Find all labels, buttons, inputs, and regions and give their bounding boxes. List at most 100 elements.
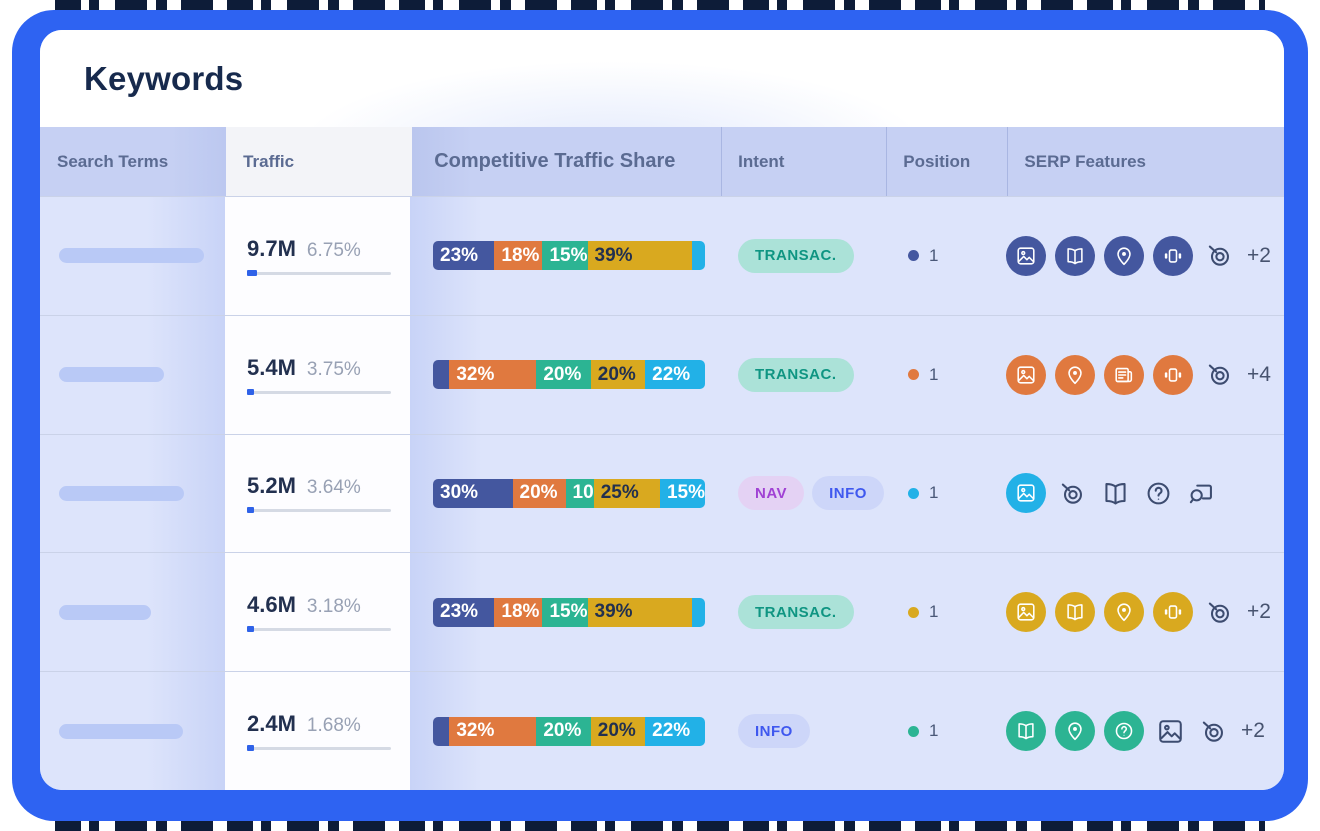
column-header-competitive-traffic-share[interactable]: Competitive Traffic Share [412,127,722,196]
image-icon [1006,354,1046,395]
bar-segment-label: 30% [440,482,479,504]
progress-track [247,271,391,275]
traffic-value: 5.4M [247,354,296,380]
target-spiral-icon [1055,476,1089,510]
position-dot [908,369,919,381]
competitive-traffic-share-cell: 23% 18% 15% 39% [410,553,724,672]
image-icon [1006,235,1046,276]
traffic-cell: 9.7M 6.75% [225,197,410,315]
column-header-search-terms[interactable]: Search Terms [40,127,227,196]
traffic-share-value: 3.64% [306,477,361,499]
bar-segment-green: 20% [536,716,591,746]
stacked-share-bar: 30% 20% 10 25% 15% [433,478,705,508]
bar-segment-yellow: 25% [593,478,660,508]
bar-segment-label: 20% [543,363,582,385]
stacked-share-bar: 23% 18% 15% 39% [433,597,705,627]
bar-segment-label: 32% [456,720,495,742]
traffic-cell: 2.4M 1.68% [225,672,410,790]
table-row-4[interactable]: 4.6M 3.18% 23% 18% 15% 39% TRANSAC. 1 +2 [40,552,1284,672]
bar-segment-navy: 23% [433,597,495,627]
traffic-share-value: 6.75% [306,239,361,261]
bar-segment-label: 15% [549,244,588,266]
progress-fill [247,269,258,276]
bar-segment-green: 15% [542,597,588,627]
column-header-serp-features[interactable]: SERP Features [1007,127,1284,196]
pin-icon [1055,711,1095,752]
progress-track [247,509,391,513]
traffic-progress-bar [247,507,391,514]
table-row-5[interactable]: 2.4M 1.68% 32% 20% 20% 22% INFO 1 +2 [40,671,1284,790]
pin-icon [1104,592,1144,633]
bar-segment-label: 20% [543,720,582,742]
intent-cell: INFO [724,672,886,790]
serp-features-cell: +2 [1000,197,1284,315]
carousel-icon [1153,235,1193,276]
news-icon [1104,354,1144,395]
serp-more-count[interactable]: +2 [1247,243,1271,267]
search-term-placeholder [59,485,184,501]
bar-segment-navy: 30% [433,478,513,508]
traffic-share-value: 1.68% [306,715,361,737]
serp-features-cell [1000,434,1284,553]
intent-cell: NAV INFO [724,434,886,553]
serp-more-count[interactable]: +2 [1247,600,1271,624]
traffic-value: 9.7M [247,235,296,261]
competitive-traffic-share-cell: 23% 18% 15% 39% [410,197,724,315]
serp-more-count[interactable]: +2 [1241,719,1265,743]
traffic-progress-bar [247,269,391,276]
traffic-cell: 4.6M 3.18% [225,553,410,672]
column-header-intent[interactable]: Intent [721,127,887,196]
bar-segment-label: 39% [594,244,633,266]
bar-segment-label: 23% [440,601,479,623]
column-header-traffic[interactable]: Traffic [226,127,413,196]
bar-segment-orange: 20% [512,478,566,508]
intent-badge-transactional: TRANSAC. [738,595,854,630]
competitive-traffic-share-cell: 32% 20% 20% 22% [410,315,724,434]
bar-segment-label: 22% [652,363,691,385]
bar-segment-label: 22% [652,720,691,742]
keywords-card: Keywords Search Terms Traffic Competitiv… [40,30,1284,790]
bar-segment-label: 20% [519,482,558,504]
bar-segment-yellow: 39% [587,597,692,627]
related-search-icon [1184,476,1218,510]
stacked-share-bar: 23% 18% 15% 39% [433,241,705,271]
position-cell: 1 [886,434,1000,553]
search-term-cell [40,315,225,434]
bar-segment-orange: 32% [449,360,537,390]
bar-segment-navy: 23% [433,241,495,271]
bar-segment-yellow: 39% [587,241,692,271]
bar-segment-label: 10 [572,482,594,504]
intent-badge-info: INFO [738,714,810,749]
bar-segment-green: 20% [536,360,591,390]
table-row-1[interactable]: 9.7M 6.75% 23% 18% 15% 39% TRANSAC. 1 +2 [40,196,1284,315]
bar-segment-green: 10 [565,478,594,508]
book-icon [1098,476,1132,510]
table-row-2[interactable]: 5.4M 3.75% 32% 20% 20% 22% TRANSAC. 1 +4 [40,314,1284,434]
bar-segment-navy [433,360,450,390]
target-spiral-icon [1202,358,1236,392]
progress-fill [247,745,254,752]
bar-segment-cyan: 15% [659,478,705,508]
column-header-position[interactable]: Position [886,127,1008,196]
progress-fill [247,388,255,395]
bar-segment-orange: 32% [449,716,537,746]
intent-badge-nav: NAV [738,476,805,511]
book-icon [1055,235,1095,276]
traffic-progress-bar [247,745,391,752]
search-term-cell [40,197,225,315]
progress-track [247,390,391,394]
bar-segment-label: 32% [456,363,495,385]
position-value: 1 [929,721,939,741]
book-icon [1055,592,1095,633]
serp-more-count[interactable]: +4 [1247,362,1271,386]
bar-segment-label: 15% [666,482,705,504]
position-value: 1 [929,602,939,622]
bar-segment-yellow: 20% [590,360,646,390]
table-row-3[interactable]: 5.2M 3.64% 30% 20% 10 25% 15% NAV INFO 1 [40,433,1284,553]
search-term-cell [40,672,225,790]
target-spiral-icon [1202,239,1236,273]
search-term-placeholder [59,248,204,264]
serp-features-cell: +4 [1000,315,1284,434]
bar-segment-cyan: 22% [645,360,705,390]
bar-segment-navy [433,716,450,746]
